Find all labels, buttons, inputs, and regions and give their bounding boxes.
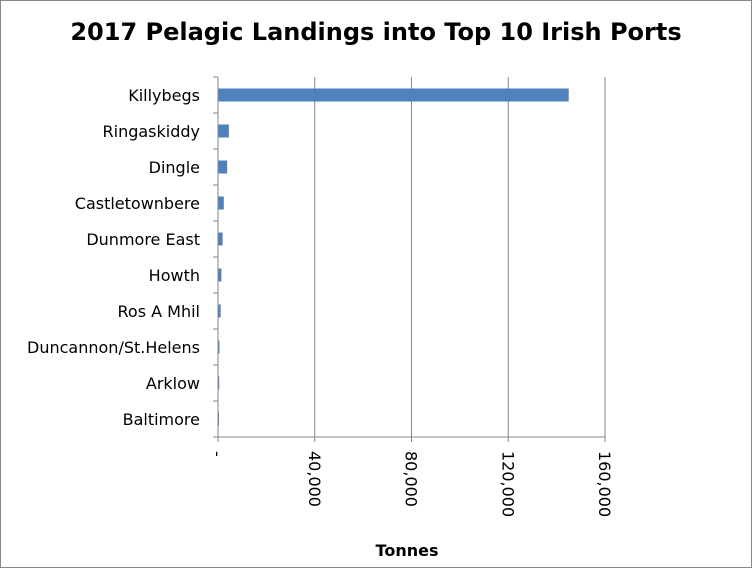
bar	[218, 124, 229, 138]
category-label: Killybegs	[128, 86, 200, 105]
category-label: Duncannon/St.Helens	[27, 338, 200, 357]
x-axis-label: Tonnes	[375, 541, 439, 560]
category-label: Dunmore East	[86, 230, 200, 249]
category-label: Ros A Mhil	[118, 302, 200, 321]
bar	[218, 88, 569, 102]
category-label: Dingle	[149, 158, 200, 177]
category-label: Castletownbere	[75, 194, 200, 213]
bar	[218, 160, 228, 174]
chart-title: 2017 Pelagic Landings into Top 10 Irish …	[70, 18, 682, 46]
x-tick-label: -	[208, 451, 227, 457]
bar	[218, 268, 222, 282]
category-label: Ringaskiddy	[103, 122, 201, 141]
bar	[218, 196, 224, 210]
category-label: Baltimore	[123, 410, 200, 429]
category-label: Howth	[149, 266, 200, 285]
x-tick-label: 80,000	[402, 451, 421, 507]
x-tick-label: 40,000	[305, 451, 324, 507]
bar	[218, 304, 221, 318]
bar	[218, 232, 223, 246]
bar	[218, 340, 220, 354]
category-label: Arklow	[146, 374, 200, 393]
x-tick-label: 160,000	[595, 451, 614, 517]
bar	[218, 376, 220, 390]
x-tick-label: 120,000	[498, 451, 517, 517]
